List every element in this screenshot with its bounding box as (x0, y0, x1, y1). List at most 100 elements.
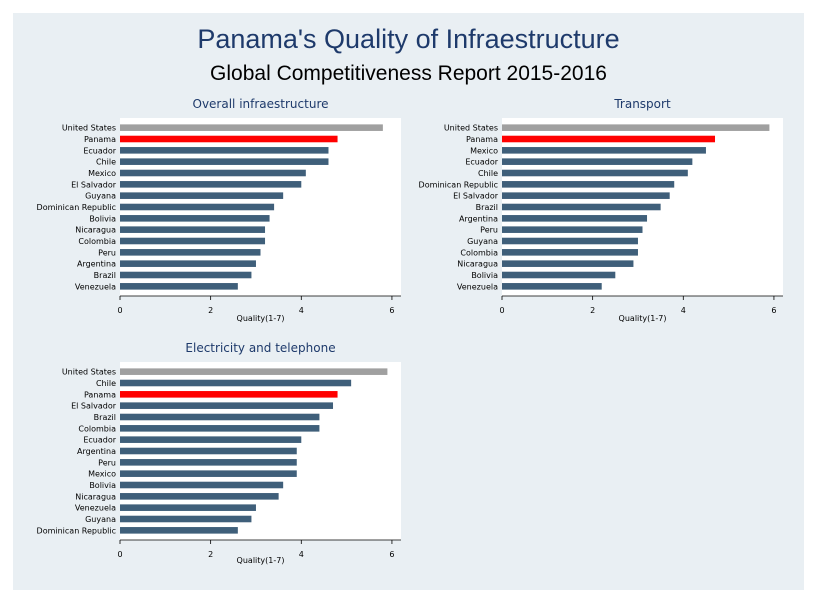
category-label: Panama (466, 135, 498, 144)
x-tick-label: 0 (499, 306, 504, 315)
category-label: Guyana (85, 515, 116, 524)
bar-peru (120, 249, 261, 256)
bar-argentina (502, 215, 648, 222)
category-label: Argentina (77, 260, 116, 269)
category-label: Ecuador (83, 436, 116, 445)
category-label: Guyana (467, 237, 498, 246)
panel-title-transport: Transport (613, 97, 671, 111)
panel-title-electricity-and-telephone: Electricity and telephone (185, 341, 335, 355)
bar-colombia (120, 237, 266, 245)
bar-panama (120, 391, 338, 398)
x-axis-label-electricity-and-telephone: Quality(1-7) (237, 556, 285, 565)
category-label: Mexico (88, 470, 116, 479)
panel-title-overall-infraestructure: Overall infraestructure (193, 97, 329, 111)
category-label: Guyana (85, 192, 116, 201)
x-tick-label: 4 (299, 550, 304, 559)
category-label: Chile (96, 158, 116, 167)
category-label: Venezuela (457, 282, 498, 291)
bar-argentina (120, 260, 256, 267)
bar-brazil (120, 413, 320, 421)
x-axis-label-transport: Quality(1-7) (619, 314, 667, 323)
category-label: Bolivia (471, 271, 498, 280)
x-tick-label: 6 (389, 550, 394, 559)
bar-brazil (502, 203, 661, 211)
bar-mexico (120, 169, 306, 177)
x-tick-label: 6 (389, 306, 394, 315)
category-label: Venezuela (75, 282, 116, 291)
x-tick-label: 2 (208, 550, 213, 559)
bar-nicaragua (120, 493, 279, 500)
x-tick-label: 4 (299, 306, 304, 315)
bar-brazil (120, 271, 252, 279)
bar-united-states (120, 124, 383, 131)
category-label: United States (62, 368, 116, 377)
category-label: Brazil (94, 413, 116, 422)
bar-mexico (502, 147, 706, 154)
x-tick-label: 4 (681, 306, 686, 315)
category-label: Peru (480, 226, 498, 235)
category-label: Peru (98, 248, 116, 257)
category-label: Argentina (77, 447, 116, 456)
category-label: Ecuador (83, 146, 116, 155)
category-label: Colombia (78, 237, 116, 246)
category-label: Argentina (459, 214, 498, 223)
category-label: United States (444, 124, 498, 133)
category-label: Nicaragua (75, 492, 116, 501)
category-label: Nicaragua (75, 226, 116, 235)
category-label: El Salvador (71, 402, 117, 411)
category-label: Chile (478, 169, 498, 178)
figure-subtitle: Global Competitiveness Report 2015-2016 (210, 62, 607, 85)
bar-panama (120, 135, 338, 143)
category-label: Bolivia (89, 214, 116, 223)
x-tick-label: 0 (117, 306, 122, 315)
bar-el-salvador (502, 192, 670, 199)
bar-dominican-republic (120, 527, 238, 534)
bar-colombia (120, 425, 320, 432)
bar-guyana (120, 515, 252, 523)
bar-chile (120, 158, 329, 165)
category-label: Brazil (94, 271, 116, 280)
category-label: Ecuador (465, 158, 498, 167)
bar-guyana (502, 237, 638, 245)
bar-chile (120, 379, 352, 387)
x-tick-label: 0 (117, 550, 122, 559)
x-axis-label-overall-infraestructure: Quality(1-7) (237, 314, 285, 323)
bar-ecuador (502, 158, 693, 165)
bar-el-salvador (120, 402, 334, 409)
bar-peru (120, 459, 297, 466)
category-label: Dominican Republic (37, 526, 116, 535)
bar-bolivia (120, 215, 270, 222)
category-label: Dominican Republic (419, 180, 498, 189)
bar-venezuela (502, 283, 602, 290)
bar-nicaragua (120, 226, 266, 233)
x-tick-label: 2 (590, 306, 595, 315)
bar-bolivia (120, 481, 284, 489)
bar-panama (502, 135, 716, 143)
bar-chile (502, 169, 688, 177)
x-tick-label: 2 (208, 306, 213, 315)
bar-dominican-republic (502, 181, 675, 188)
bar-argentina (120, 447, 297, 455)
bar-venezuela (120, 504, 256, 511)
category-label: Peru (98, 458, 116, 467)
bar-mexico (120, 470, 297, 477)
bar-united-states (502, 124, 770, 131)
category-label: Mexico (88, 169, 116, 178)
category-label: Brazil (476, 203, 498, 212)
bar-nicaragua (502, 260, 634, 267)
bar-ecuador (120, 436, 302, 443)
bar-el-salvador (120, 181, 302, 188)
category-label: Panama (84, 135, 116, 144)
category-label: Colombia (78, 424, 116, 433)
x-tick-label: 6 (771, 306, 776, 315)
category-label: United States (62, 124, 116, 133)
bar-ecuador (120, 147, 329, 154)
bar-colombia (502, 249, 638, 256)
category-label: Panama (84, 390, 116, 399)
bar-venezuela (120, 283, 238, 290)
category-label: Chile (96, 379, 116, 388)
figure-title: Panama's Quality of Infraestructure (197, 24, 620, 54)
bar-dominican-republic (120, 203, 275, 211)
category-label: Dominican Republic (37, 203, 116, 212)
